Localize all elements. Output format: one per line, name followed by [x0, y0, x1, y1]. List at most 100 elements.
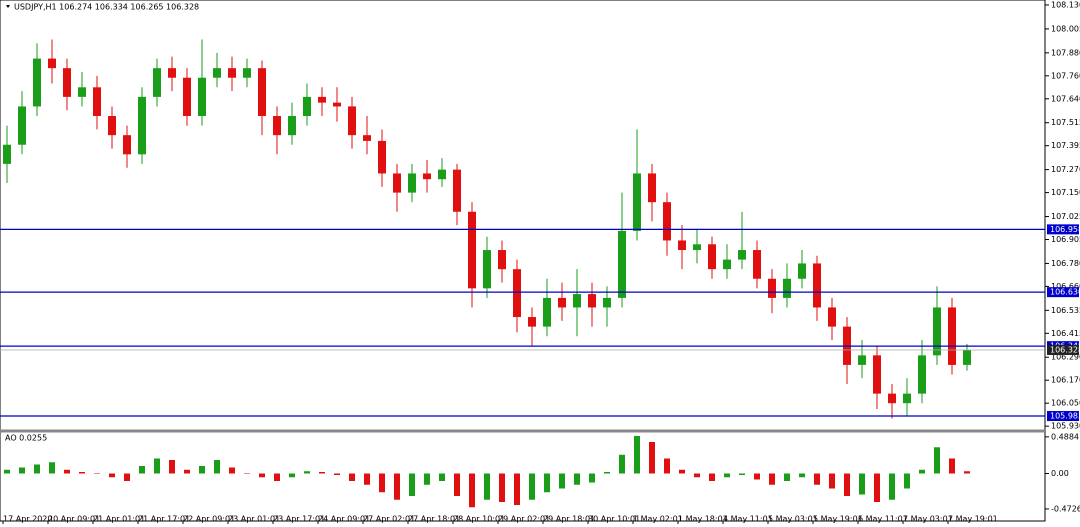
candle-body [258, 68, 266, 117]
candle-body [858, 355, 866, 365]
y-tick-label: 106.050 [1051, 399, 1080, 408]
ao-bar [889, 473, 895, 500]
ao-bar [94, 473, 100, 474]
ao-bar [64, 469, 70, 474]
ao-bar [529, 473, 535, 500]
ao-bar [799, 473, 805, 478]
ao-bar [319, 472, 325, 474]
ao-bar [124, 473, 130, 481]
ao-bar [289, 473, 295, 478]
x-tick-label: 23 Apr 01:01 [228, 515, 280, 524]
x-tick-label: 5 May 19:01 [813, 515, 863, 524]
y-tick-label: 107.760 [1051, 71, 1080, 80]
y-tick-label: -0.4726 [1051, 504, 1080, 513]
y-tick-label: 106.290 [1051, 353, 1080, 362]
candle-body [438, 169, 446, 180]
candle-body [963, 349, 971, 365]
ao-bar [439, 473, 445, 481]
candle-body [708, 244, 716, 270]
y-tick-label: 107.025 [1051, 212, 1080, 221]
ao-bar [349, 473, 355, 481]
ao-bar [19, 467, 25, 474]
x-tick-label: 4 May 11:01 [723, 515, 773, 524]
y-tick-label: 107.640 [1051, 94, 1080, 103]
ao-bar [229, 467, 235, 474]
ao-bar [139, 466, 145, 474]
candle-body [543, 297, 551, 327]
ao-bar [829, 473, 835, 489]
ao-bar [214, 460, 220, 474]
ao-bar [634, 436, 640, 474]
chart-title: USDJPY,H1 106.274 106.334 106.265 106.32… [14, 3, 199, 12]
candle-body [3, 144, 11, 164]
level-label-box [1047, 224, 1079, 235]
x-tick-label: 29 Apr 02:01 [498, 515, 550, 524]
y-tick-label: 108.005 [1051, 24, 1080, 33]
candle-body [348, 106, 356, 136]
ao-bar [919, 469, 925, 474]
x-tick-label: 7 May 19:01 [948, 515, 998, 524]
candle-body [408, 173, 416, 193]
x-tick-label: 24 Apr 09:01 [318, 515, 370, 524]
candle-body [78, 87, 86, 97]
candle-body [33, 58, 41, 107]
x-tick-label: 20 Apr 09:01 [48, 515, 100, 524]
ao-bar [949, 458, 955, 474]
ao-bar [964, 471, 970, 474]
candle-body [828, 307, 836, 327]
candle-body [183, 77, 191, 117]
candle-body [918, 355, 926, 394]
menu-arrow[interactable] [6, 5, 10, 8]
ao-bar [724, 473, 730, 478]
candle-body [168, 68, 176, 78]
candle-body [273, 116, 281, 136]
candle-body [648, 173, 656, 203]
ao-bar [664, 458, 670, 474]
ao-bar [739, 473, 745, 475]
candle-body [453, 169, 461, 212]
y-tick-label: 107.395 [1051, 141, 1080, 150]
candle-body [93, 87, 101, 117]
ao-bar [694, 473, 700, 478]
candle-body [948, 307, 956, 365]
candle-body [18, 106, 26, 145]
plot-frame [0, 0, 1046, 522]
candle-body [63, 68, 71, 97]
y-tick-label: 107.880 [1051, 48, 1080, 57]
candle-body [888, 393, 896, 404]
level-label-box [1047, 287, 1079, 298]
x-tick-label: 29 Apr 18:01 [543, 515, 595, 524]
x-tick-label: 23 Apr 17:01 [273, 515, 325, 524]
candle-body [333, 102, 341, 107]
candle-body [423, 173, 431, 180]
x-tick-label: 28 Apr 10:01 [453, 515, 505, 524]
ao-bar [424, 473, 430, 485]
candle-body [783, 278, 791, 298]
candle-body [213, 68, 221, 78]
candle-body [633, 173, 641, 231]
candle-body [498, 250, 506, 270]
candle-body [363, 135, 371, 141]
x-tick-label: 30 Apr 10:01 [588, 515, 640, 524]
candle-body [723, 259, 731, 270]
ao-bar [844, 473, 850, 496]
candle-body [588, 294, 596, 308]
ao-bar [859, 473, 865, 495]
ao-bar [544, 473, 550, 493]
candle-body [813, 263, 821, 308]
x-tick-label: 21 Apr 17:01 [138, 515, 190, 524]
level-label: 106.630 [1050, 288, 1080, 297]
ao-bar [274, 473, 280, 481]
ao-bar [754, 473, 760, 480]
current-price-label: 106.328 [1050, 345, 1080, 354]
candle-body [513, 269, 521, 318]
y-tick-label: 106.535 [1051, 306, 1080, 315]
ao-bar [394, 473, 400, 500]
y-tick-label: 106.660 [1051, 282, 1080, 291]
candle-body [768, 278, 776, 298]
candle-body [123, 135, 131, 155]
candle-body [318, 96, 326, 103]
ao-bar [934, 447, 940, 474]
ao-bar [484, 473, 490, 500]
candle-body [903, 393, 911, 404]
